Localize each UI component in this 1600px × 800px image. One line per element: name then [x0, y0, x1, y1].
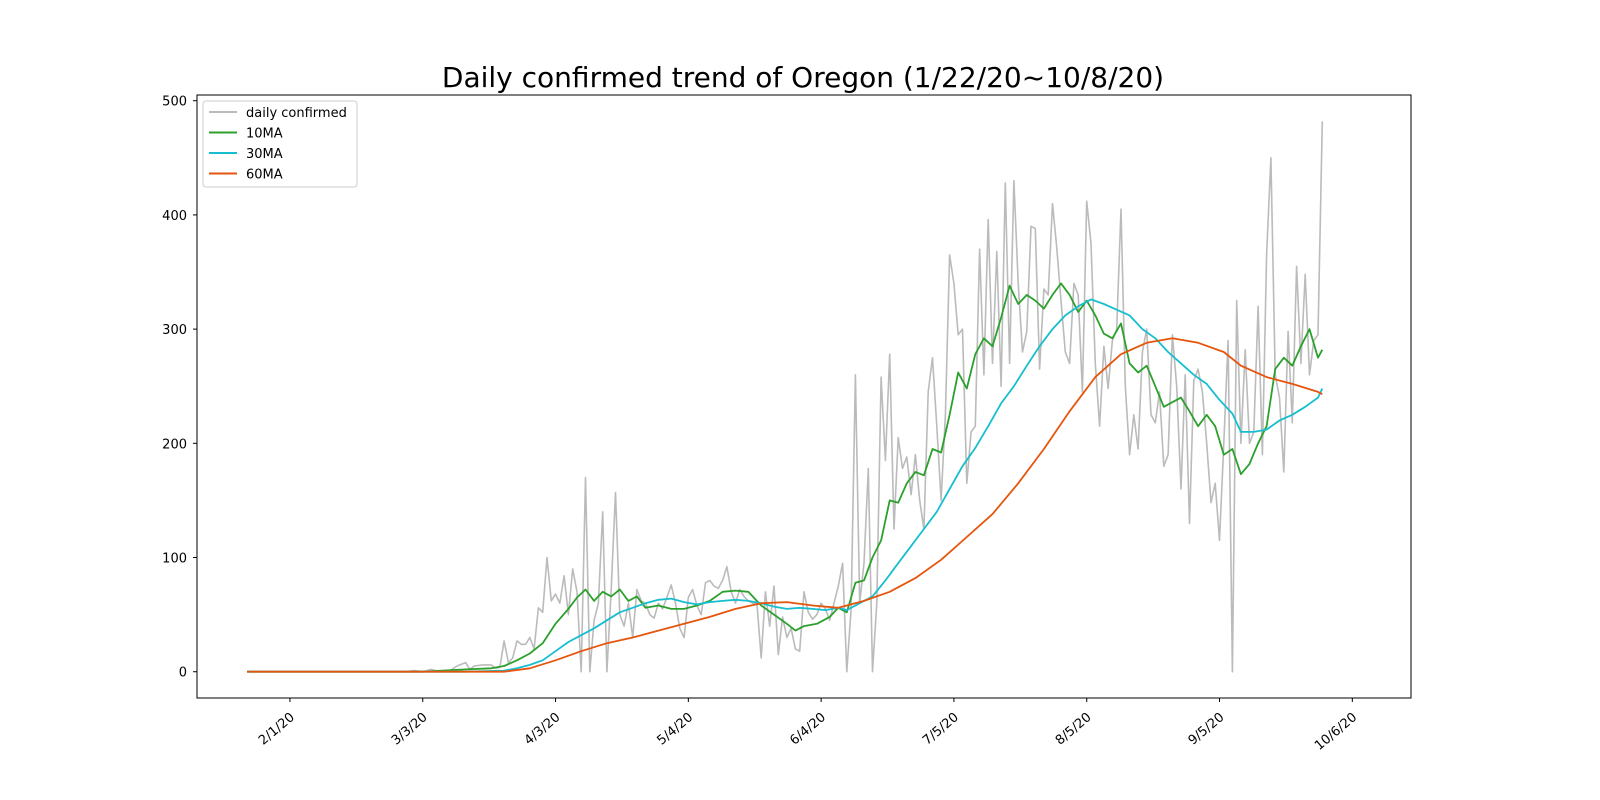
chart-title: Daily confirmed trend of Oregon (1/22/20…	[442, 61, 1164, 94]
legend-box	[202, 100, 358, 188]
y-tick-label: 0	[179, 666, 187, 681]
series-line-30ma	[247, 298, 1324, 673]
y-tick-label: 500	[162, 95, 187, 110]
series-layer	[247, 121, 1324, 673]
legend-label-daily-confirmed: daily confirmed	[246, 106, 347, 121]
y-tick-label: 300	[162, 323, 187, 338]
legend-label-10ma: 10MA	[246, 127, 283, 142]
legend-label-60ma: 60MA	[246, 168, 283, 183]
legend-label-30ma: 30MA	[246, 147, 283, 162]
y-tick-label: 100	[162, 552, 187, 567]
series-line-10ma	[247, 282, 1324, 673]
series-line-60ma	[247, 337, 1323, 673]
y-tick-label: 200	[162, 437, 187, 452]
legend: daily confirmed 10MA 30MA 60MA	[202, 100, 358, 188]
y-axis: 0 100 200 300 400 500	[162, 95, 197, 681]
y-tick-label: 400	[162, 209, 187, 224]
series-line-daily-confirmed	[247, 121, 1324, 673]
